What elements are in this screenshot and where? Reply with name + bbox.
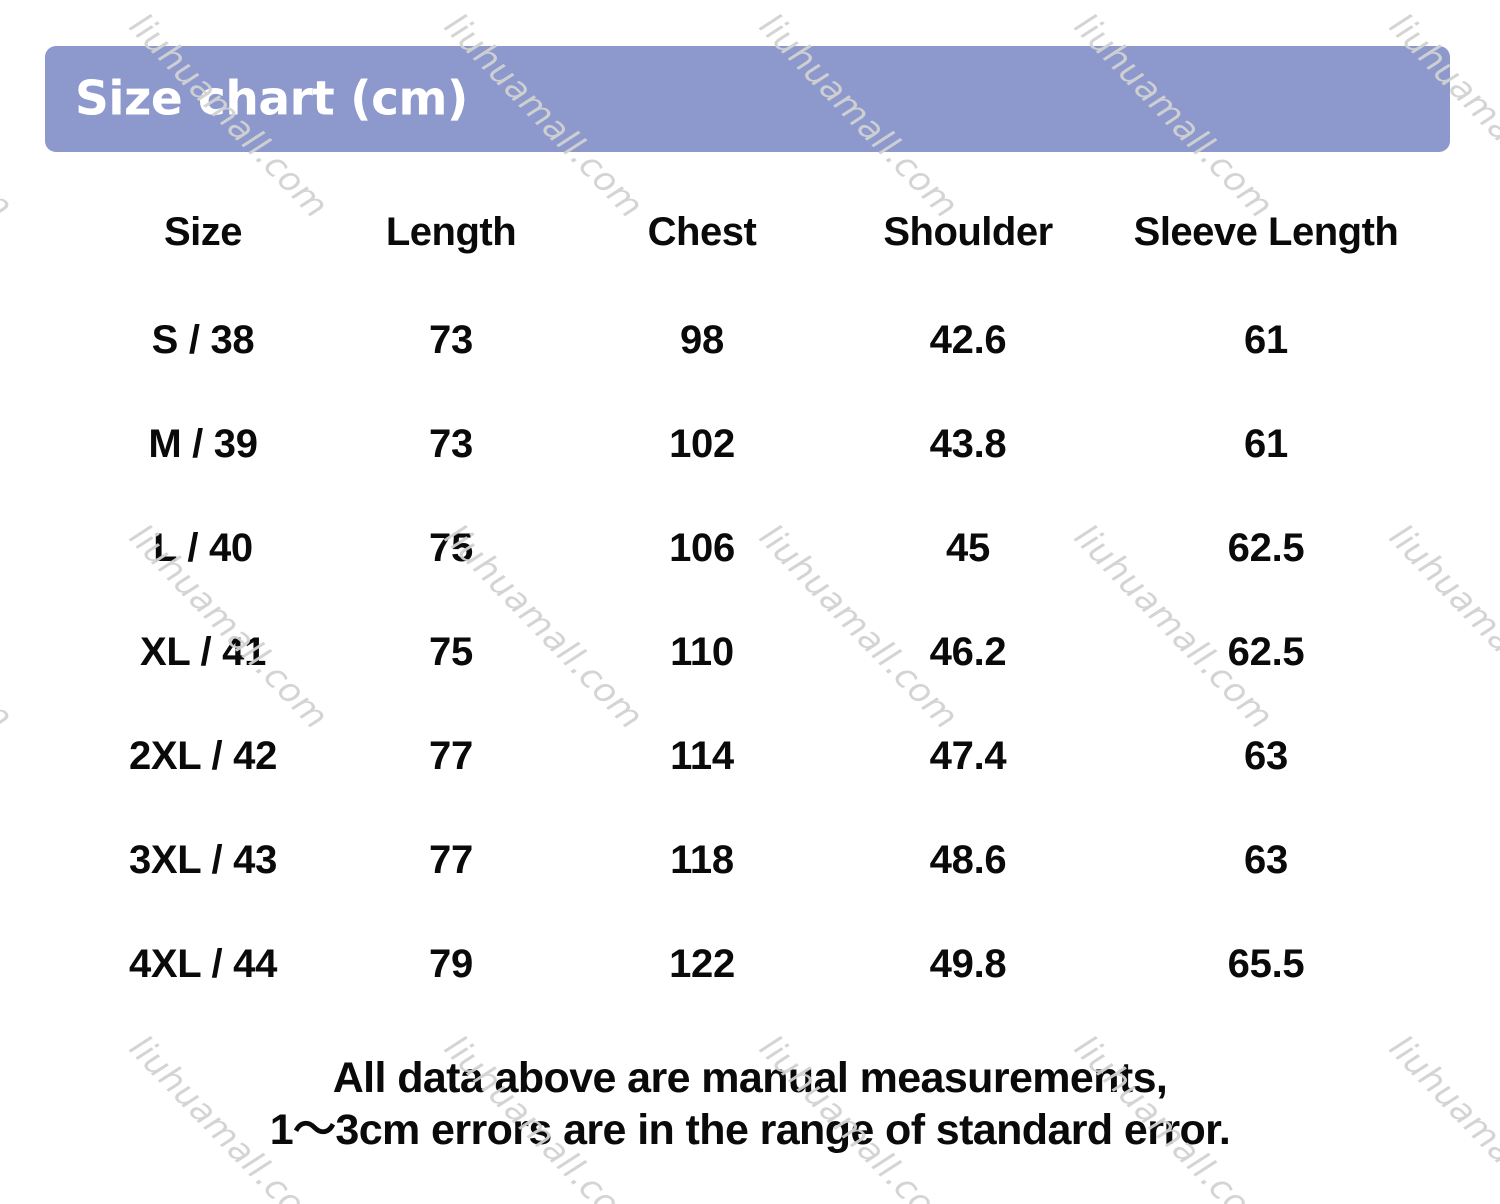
cell-size: S / 38: [151, 317, 255, 362]
cell-sleeve: 62.5: [1227, 525, 1305, 570]
cell-length: 73: [429, 421, 473, 466]
disclaimer-line-1: All data above are manual measurements,: [332, 1054, 1168, 1102]
cell-shoulder: 47.4: [929, 733, 1007, 778]
cell-sleeve: 63: [1244, 837, 1288, 882]
watermark-text: liuhuamall.com: [0, 6, 21, 227]
cell-sleeve: 62.5: [1227, 629, 1305, 674]
watermark-text: liuhuamall.com: [0, 517, 21, 738]
cell-chest: 118: [670, 837, 734, 882]
cell-size: L / 40: [153, 525, 253, 570]
cell-sleeve: 61: [1244, 421, 1288, 466]
cell-shoulder: 48.6: [929, 837, 1007, 882]
cell-chest: 110: [670, 629, 734, 674]
column-header-sleeve-length: Sleeve Length: [1133, 209, 1399, 254]
table-row: XL / 41 75 110 46.2 62.5: [78, 600, 1426, 704]
table-row: 3XL / 43 77 118 48.6 63: [78, 808, 1426, 912]
cell-sleeve: 63: [1244, 733, 1288, 778]
cell-chest: 106: [669, 525, 735, 570]
cell-sleeve: 61: [1244, 317, 1288, 362]
cell-size: XL / 41: [139, 629, 267, 674]
disclaimer-line-2: 1〜3cm errors are in the range of standar…: [269, 1106, 1231, 1155]
cell-length: 77: [429, 733, 473, 778]
cell-shoulder: 42.6: [929, 317, 1007, 362]
cell-chest: 122: [669, 941, 735, 986]
table-body: S / 38 73 98 42.6 61 M / 39 73 102 43.8 …: [78, 288, 1426, 1016]
column-header-length: Length: [385, 209, 517, 254]
page-title: Size chart (cm): [75, 71, 468, 127]
column-header-shoulder: Shoulder: [883, 209, 1053, 254]
size-chart-table: Size Length Chest Shoulder Sleeve Length…: [78, 176, 1426, 1016]
table-row: M / 39 73 102 43.8 61: [78, 392, 1426, 496]
cell-size: M / 39: [148, 421, 258, 466]
cell-sleeve: 65.5: [1227, 941, 1305, 986]
table-row: 4XL / 44 79 122 49.8 65.5: [78, 912, 1426, 1016]
cell-chest: 102: [669, 421, 735, 466]
header-banner: Size chart (cm): [45, 46, 1450, 152]
cell-length: 75: [429, 525, 473, 570]
table-header-row: Size Length Chest Shoulder Sleeve Length: [78, 176, 1426, 288]
table-row: S / 38 73 98 42.6 61: [78, 288, 1426, 392]
cell-shoulder: 45: [946, 525, 990, 570]
cell-size: 3XL / 43: [128, 837, 278, 882]
cell-size: 2XL / 42: [128, 733, 278, 778]
measurement-disclaimer: All data above are manual measurements, …: [0, 1052, 1500, 1157]
cell-length: 73: [429, 317, 473, 362]
cell-length: 79: [429, 941, 473, 986]
table-header: Size Length Chest Shoulder Sleeve Length: [78, 176, 1426, 288]
column-header-chest: Chest: [647, 209, 757, 254]
cell-shoulder: 49.8: [929, 941, 1007, 986]
table-row: 2XL / 42 77 114 47.4 63: [78, 704, 1426, 808]
cell-shoulder: 46.2: [929, 629, 1007, 674]
cell-chest: 98: [680, 317, 724, 362]
cell-shoulder: 43.8: [929, 421, 1007, 466]
table-row: L / 40 75 106 45 62.5: [78, 496, 1426, 600]
cell-length: 77: [429, 837, 473, 882]
cell-length: 75: [429, 629, 473, 674]
cell-chest: 114: [670, 733, 734, 778]
cell-size: 4XL / 44: [128, 941, 278, 986]
column-header-size: Size: [163, 209, 243, 254]
